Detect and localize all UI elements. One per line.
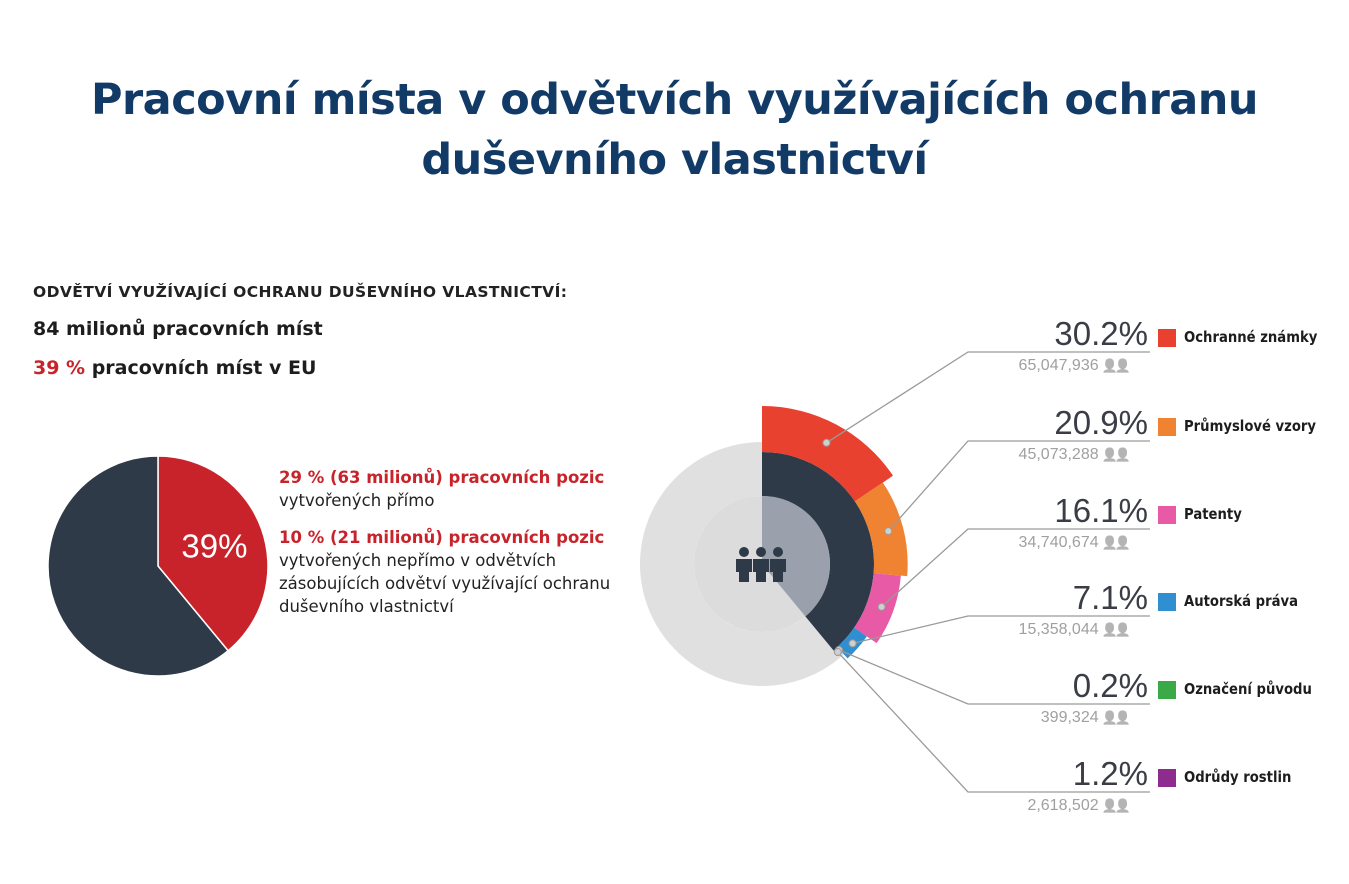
legend-label: Označení původu <box>1184 680 1312 698</box>
sector-job-count-value: 65,047,936 <box>1018 357 1099 374</box>
sector-segment-2 <box>854 573 901 644</box>
section-heading: ODVĚTVÍ VYUŽÍVAJÍCÍ OCHRANU DUŠEVNÍHO VL… <box>33 283 568 301</box>
legend-swatch <box>1158 506 1176 524</box>
eu-share-percent: 39 % <box>33 357 86 379</box>
pie-slice-label: 39% <box>181 528 247 565</box>
sector-job-count: 65,047,936 👤👤 <box>978 357 1131 375</box>
person-head <box>739 547 749 557</box>
person-body <box>736 559 752 582</box>
people-icon: 👤👤 <box>1101 710 1131 725</box>
leader-dot-1 <box>884 527 893 536</box>
sector-percent: 16.1% <box>1054 492 1148 529</box>
sector-percent: 1.2% <box>1072 755 1148 792</box>
leader-dot-5 <box>833 648 842 657</box>
sector-percent: 0.2% <box>1072 667 1148 704</box>
sector-job-count: 45,073,288 👤👤 <box>978 446 1131 464</box>
people-icon: 👤👤 <box>1101 535 1131 550</box>
leader-line-0 <box>826 351 1150 444</box>
sector-percent: 7.1% <box>1072 579 1148 616</box>
sector-percent: 20.9% <box>1054 404 1148 441</box>
legend-label: Průmyslové vzory <box>1184 417 1317 435</box>
pie-slice-0 <box>157 455 269 652</box>
sector-job-count: 399,324 👤👤 <box>978 709 1131 727</box>
people-icon: 👤👤 <box>1101 798 1131 813</box>
sector-segment-1 <box>854 482 908 577</box>
direct-jobs-highlight: 29 % (63 milionů) pracovních pozic <box>279 468 605 487</box>
leader-line-4 <box>838 649 1150 705</box>
center-circle-wedge <box>762 496 830 617</box>
sector-job-count-value: 2,618,502 <box>1027 797 1099 814</box>
legend-label: Patenty <box>1184 505 1242 523</box>
legend-swatch <box>1158 329 1176 347</box>
sector-job-count-value: 15,358,044 <box>1018 621 1099 638</box>
person-body <box>753 559 769 582</box>
eu-share-text: pracovních míst v EU <box>85 357 317 379</box>
leader-dot-2 <box>877 602 886 611</box>
people-icon: 👤👤 <box>1101 358 1131 373</box>
legend-swatch <box>1158 418 1176 436</box>
remainder-ring <box>639 441 840 686</box>
leader-line-2 <box>881 528 1150 608</box>
total-jobs-stat: 84 milionů pracovních míst <box>33 318 323 340</box>
indirect-jobs-text: vytvořených nepřímo v odvětvích zásobují… <box>279 551 611 616</box>
pie-slice-1 <box>47 455 230 677</box>
indirect-jobs-note: 10 % (21 milionů) pracovních pozic vytvo… <box>279 526 619 618</box>
leader-line-3 <box>852 615 1150 645</box>
indirect-jobs-highlight: 10 % (21 milionů) pracovních pozic <box>279 528 605 547</box>
legend-label: Autorská práva <box>1184 592 1299 610</box>
direct-jobs-note: 29 % (63 milionů) pracovních pozic vytvo… <box>279 466 619 512</box>
title-line-2: duševního vlastnictví <box>421 135 928 185</box>
sector-segment-0 <box>762 406 894 502</box>
person-head <box>773 547 783 557</box>
sector-job-count-value: 45,073,288 <box>1018 446 1099 463</box>
person-body <box>770 559 786 582</box>
eu-share-stat: 39 % pracovních míst v EU <box>33 357 316 379</box>
sector-job-count-value: 34,740,674 <box>1018 534 1099 551</box>
legend-label: Odrůdy rostlin <box>1184 768 1292 786</box>
sector-percent: 30.2% <box>1054 315 1148 352</box>
person-head <box>756 547 766 557</box>
legend-swatch <box>1158 681 1176 699</box>
sector-job-count: 2,618,502 👤👤 <box>978 797 1131 815</box>
leader-dot-3 <box>848 639 857 648</box>
sector-job-count: 15,358,044 👤👤 <box>978 621 1131 639</box>
leader-line-1 <box>887 440 1150 532</box>
sector-job-count-value: 399,324 <box>1040 709 1099 726</box>
legend-swatch <box>1158 593 1176 611</box>
people-icon: 👤👤 <box>1101 447 1131 462</box>
direct-jobs-text: vytvořených přímo <box>279 491 435 510</box>
eu-share-pie-chart: 39% <box>47 455 269 677</box>
people-icon: 👤👤 <box>1101 622 1131 637</box>
legend-label: Ochranné známky <box>1184 328 1318 346</box>
title-line-1: Pracovní místa v odvětvích využívajících… <box>90 75 1259 125</box>
page-title: Pracovní místa v odvětvích využívajících… <box>0 70 1349 190</box>
legend-swatch <box>1158 769 1176 787</box>
sector-job-count: 34,740,674 👤👤 <box>978 534 1131 552</box>
leader-line-5 <box>837 651 1150 793</box>
people-group-icon <box>736 547 786 582</box>
leader-dot-0 <box>822 438 831 447</box>
